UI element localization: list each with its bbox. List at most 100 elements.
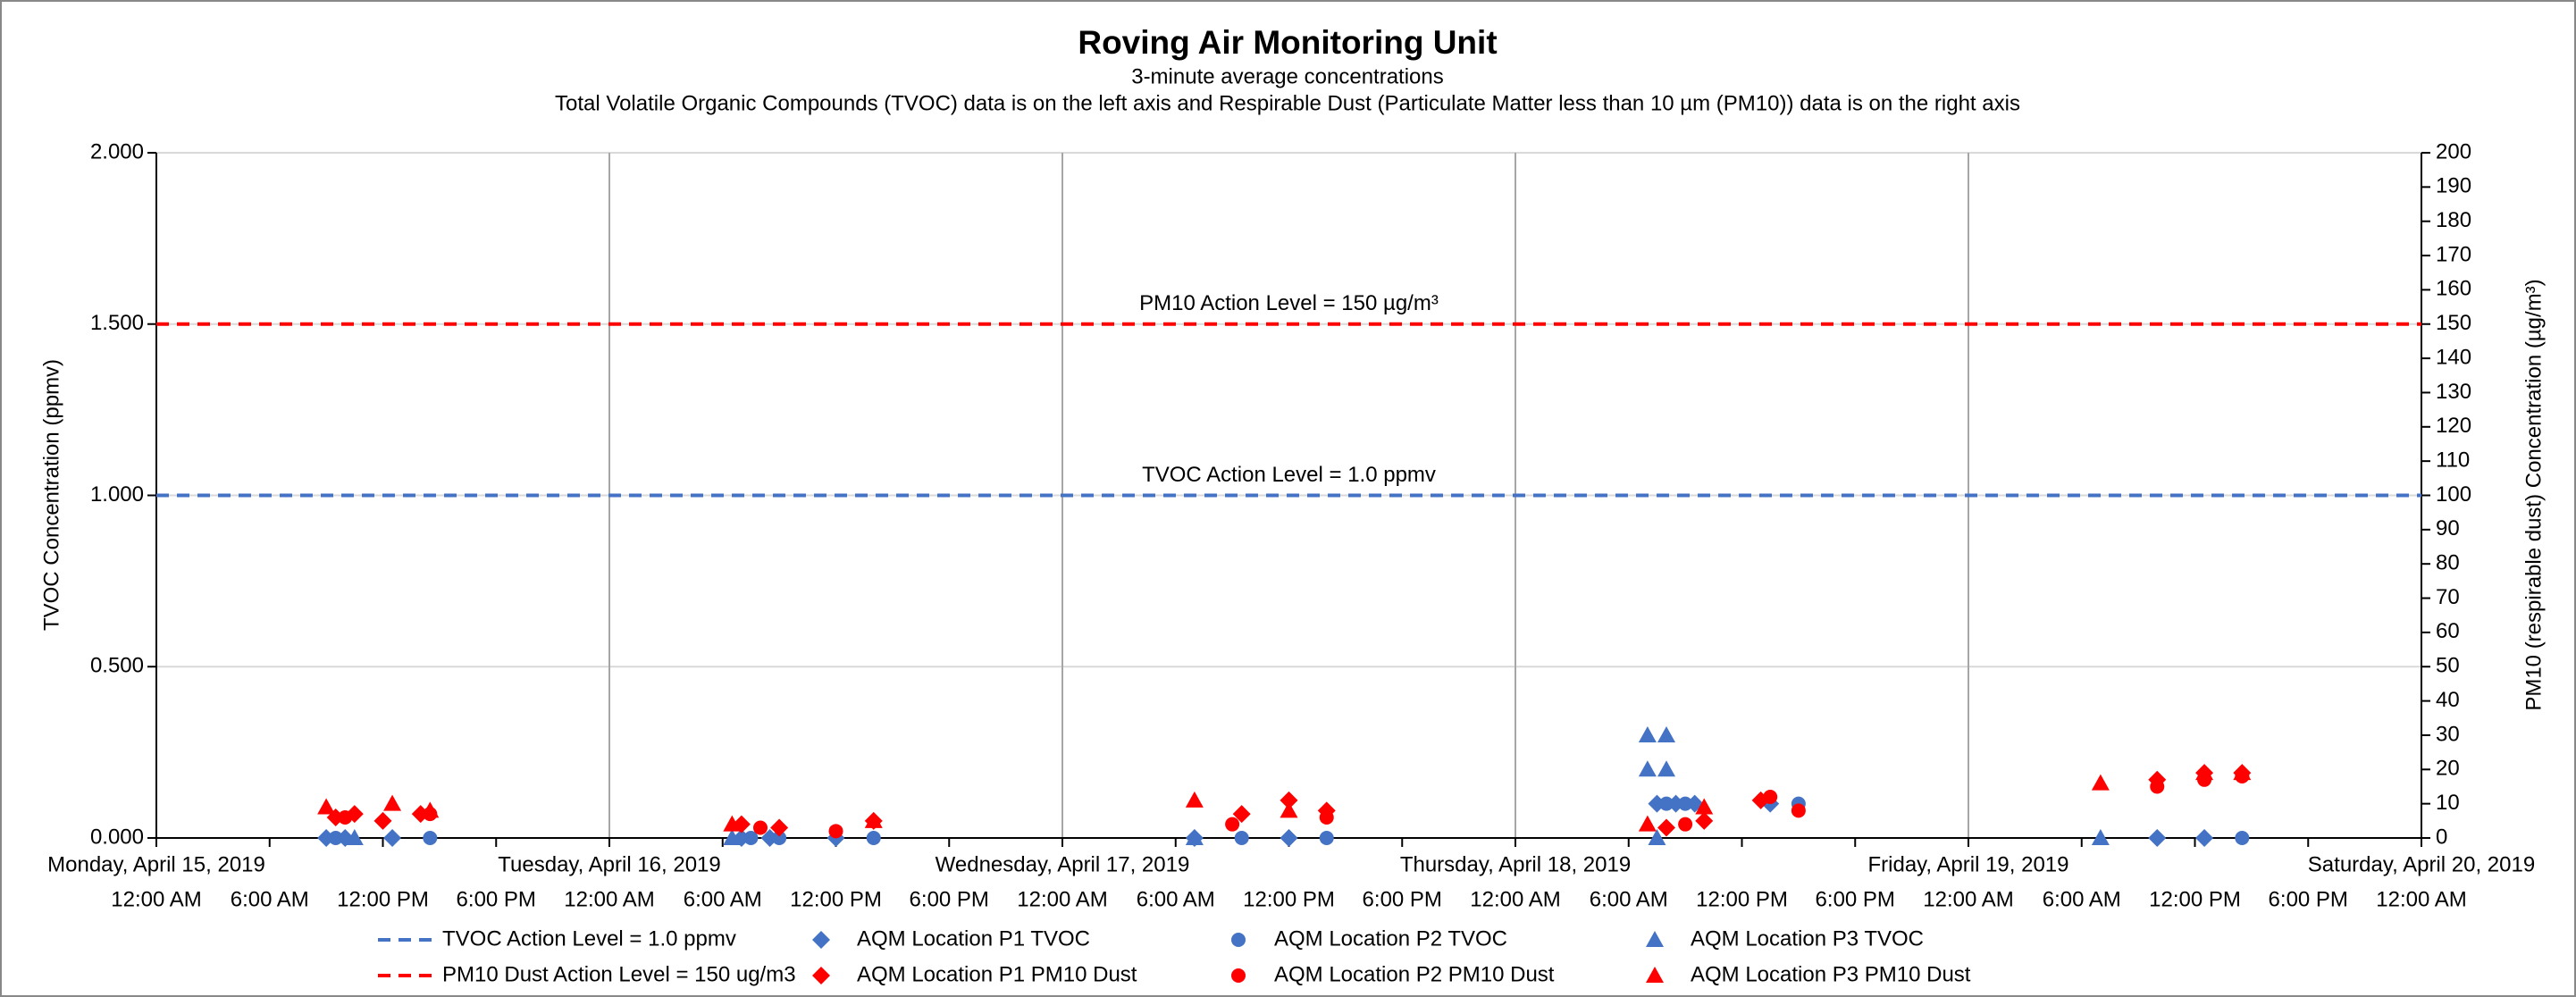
- x-tick-label: 12:00 AM: [1923, 887, 2013, 911]
- data-point: [1280, 791, 1298, 809]
- x-day-label: Thursday, April 18, 2019: [1400, 852, 1631, 876]
- y2-tick-label: 190: [2436, 174, 2471, 198]
- x-tick-label: 12:00 AM: [564, 887, 654, 911]
- legend-symbol: [1646, 931, 1664, 947]
- data-point: [723, 829, 742, 845]
- data-point: [1280, 829, 1298, 847]
- legend-symbol: [1231, 933, 1246, 947]
- data-point: [1657, 818, 1675, 837]
- y2-tick-label: 50: [2436, 654, 2460, 678]
- data-point: [1695, 798, 1714, 815]
- data-point: [2235, 831, 2250, 845]
- data-point: [1185, 829, 1204, 845]
- data-point: [864, 811, 883, 828]
- y-axis-label: TVOC Concentration (ppmv): [39, 359, 63, 631]
- data-point: [338, 809, 353, 825]
- y2-tick-label: 30: [2436, 722, 2460, 746]
- x-tick-label: 6:00 PM: [910, 887, 989, 911]
- y2-tick-label: 110: [2436, 448, 2470, 472]
- x-day-label: Friday, April 19, 2019: [1867, 852, 2068, 876]
- x-tick-label: 6:00 PM: [1363, 887, 1442, 911]
- chart-subtitle: Total Volatile Organic Compounds (TVOC) …: [555, 91, 2020, 115]
- data-point: [1319, 831, 1334, 845]
- x-tick-label: 12:00 AM: [1470, 887, 1560, 911]
- legend-label: AQM Location P3 PM10 Dust: [1691, 962, 1971, 986]
- data-point: [2195, 829, 2214, 847]
- x-tick-label: 6:00 AM: [1590, 887, 1668, 911]
- legend-label: AQM Location P2 PM10 Dust: [1274, 962, 1555, 986]
- y2-tick-label: 200: [2436, 139, 2471, 163]
- y-tick-label: 0.500: [90, 654, 144, 678]
- data-point: [2148, 829, 2167, 847]
- data-point: [421, 801, 440, 818]
- y2-tick-label: 100: [2436, 482, 2471, 507]
- x-tick-label: 6:00 PM: [457, 887, 536, 911]
- data-point: [1234, 831, 1249, 845]
- x-tick-label: 6:00 AM: [231, 887, 309, 911]
- x-day-label: Saturday, April 20, 2019: [2308, 852, 2535, 876]
- y2-tick-label: 10: [2436, 791, 2460, 815]
- data-point: [1280, 801, 1298, 818]
- legend-label: PM10 Dust Action Level = 150 ug/m3: [442, 962, 796, 986]
- legend-label: TVOC Action Level = 1.0 ppmv: [442, 926, 736, 951]
- y2-tick-label: 120: [2436, 414, 2471, 438]
- data-point: [828, 824, 843, 839]
- y2-tick-label: 80: [2436, 551, 2460, 575]
- legend-symbol: [1646, 967, 1664, 983]
- data-point: [328, 831, 343, 845]
- legend-label: AQM Location P1 TVOC: [857, 926, 1090, 951]
- data-point: [1659, 796, 1674, 811]
- chart-subtitle: 3-minute average concentrations: [1131, 64, 1444, 88]
- data-point: [1678, 796, 1693, 811]
- y-tick-label: 1.500: [90, 311, 144, 335]
- legend-label: AQM Location P2 TVOC: [1274, 926, 1507, 951]
- y2-axis-label: PM10 (respirable dust) Concentration (µg…: [2521, 279, 2546, 710]
- x-tick-label: 12:00 AM: [111, 887, 201, 911]
- x-tick-label: 6:00 AM: [684, 887, 762, 911]
- y2-tick-label: 20: [2436, 757, 2460, 781]
- data-point: [770, 818, 789, 837]
- y2-tick-label: 150: [2436, 311, 2471, 335]
- legend-symbol: [1231, 968, 1246, 983]
- data-point: [753, 820, 768, 835]
- y-tick-label: 1.000: [90, 482, 144, 507]
- x-tick-label: 6:00 PM: [2269, 887, 2348, 911]
- y2-tick-label: 70: [2436, 585, 2460, 609]
- data-point: [1695, 811, 1714, 830]
- data-point: [1225, 817, 1240, 832]
- reference-label: PM10 Action Level = 150 µg/m³: [1139, 291, 1439, 315]
- data-point: [743, 831, 759, 845]
- data-point: [2233, 764, 2252, 781]
- data-point: [1232, 805, 1251, 824]
- x-tick-label: 12:00 AM: [1017, 887, 1107, 911]
- data-point: [2195, 764, 2214, 781]
- x-tick-label: 12:00 AM: [2376, 887, 2466, 911]
- y2-tick-label: 170: [2436, 242, 2471, 266]
- x-tick-label: 12:00 PM: [1696, 887, 1788, 911]
- x-day-label: Tuesday, April 16, 2019: [498, 852, 721, 876]
- y-tick-label: 2.000: [90, 139, 144, 163]
- chart-title: Roving Air Monitoring Unit: [1078, 24, 1497, 61]
- x-tick-label: 6:00 PM: [1816, 887, 1895, 911]
- data-point: [383, 829, 402, 847]
- data-point: [2091, 774, 2110, 791]
- data-point: [866, 831, 881, 845]
- y2-tick-label: 180: [2436, 208, 2471, 232]
- y2-tick-label: 40: [2436, 688, 2460, 712]
- data-point: [772, 831, 787, 845]
- y2-tick-label: 90: [2436, 516, 2460, 540]
- data-point: [1763, 789, 1778, 804]
- x-day-label: Monday, April 15, 2019: [47, 852, 265, 876]
- data-point: [2150, 779, 2165, 794]
- y2-tick-label: 0: [2436, 825, 2447, 849]
- legend-symbol: [812, 931, 830, 949]
- data-point: [1638, 815, 1657, 832]
- y-tick-label: 0.000: [90, 825, 144, 849]
- x-tick-label: 12:00 PM: [1243, 887, 1335, 911]
- data-point: [1638, 725, 1657, 742]
- y2-tick-label: 130: [2436, 380, 2471, 404]
- x-day-label: Wednesday, April 17, 2019: [936, 852, 1190, 876]
- data-point: [1657, 725, 1675, 742]
- x-tick-label: 6:00 AM: [2043, 887, 2121, 911]
